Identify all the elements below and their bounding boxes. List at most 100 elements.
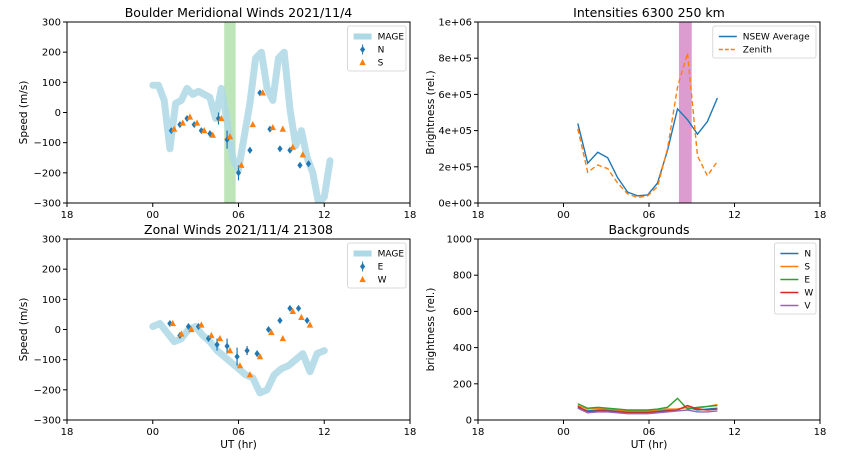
data-point	[185, 322, 192, 330]
chart-4: 18 00 06 12 1802004006008001000Backgroundsbr…	[425, 222, 826, 451]
data-point	[277, 145, 283, 153]
data-point	[193, 119, 201, 126]
x-tick-label: 00	[146, 210, 159, 221]
legend-n-label: N	[804, 250, 811, 260]
series-v-line	[577, 407, 718, 415]
legend-w-label: W	[378, 276, 387, 286]
plot-frame	[477, 238, 821, 421]
data-point	[249, 120, 256, 128]
data-point	[265, 326, 272, 333]
data-point	[218, 114, 225, 122]
x-tick-label: 12	[728, 427, 741, 438]
legend-zenith-label: Zenith	[743, 46, 772, 56]
y-tick-label: 300	[42, 18, 61, 29]
data-point	[209, 131, 216, 138]
data-point	[226, 133, 234, 140]
y-tick-label: 4e+05	[438, 126, 472, 137]
y-tick-label: 2e+05	[438, 162, 472, 173]
data-point	[297, 161, 303, 169]
data-point	[254, 350, 260, 358]
data-point	[179, 119, 186, 126]
legend-box	[774, 242, 817, 315]
series-zenith-line	[577, 52, 718, 199]
data-point	[208, 331, 215, 339]
data-point	[289, 307, 297, 314]
chart-2: 18 00 06 12 180e+002e+054e+056e+058e+051e+06…	[425, 5, 826, 221]
y-axis-label: Speed (m/s)	[18, 298, 30, 362]
y-tick-label: 0	[55, 108, 61, 119]
y-tick-label: 600	[453, 307, 472, 318]
plot-area	[577, 397, 718, 415]
chart-1: 18 00 06 12 18−300−200−1000100200300Boulder …	[18, 5, 416, 221]
y-axis-label: Brightness (rel.)	[425, 70, 437, 154]
legend-w-label: W	[804, 289, 813, 299]
data-point	[178, 330, 185, 337]
data-point	[201, 127, 208, 134]
y-tick-label: −100	[34, 138, 61, 149]
data-point	[244, 347, 250, 355]
shaded-span	[678, 22, 692, 203]
data-point	[256, 353, 264, 360]
data-point	[259, 89, 266, 96]
x-axis-label: UT (hr)	[631, 439, 668, 451]
data-point	[304, 316, 310, 324]
y-tick-label: −300	[34, 199, 61, 210]
data-point	[188, 325, 195, 333]
x-tick-label: 18	[472, 427, 485, 438]
legend: NSEW Average Zenith	[712, 25, 817, 59]
y-tick-label: 200	[42, 265, 61, 276]
x-tick-label: 12	[728, 210, 741, 221]
y-tick-label: −100	[34, 355, 61, 366]
data-point	[234, 353, 240, 361]
series-w-line	[577, 404, 718, 414]
y-tick-label: 200	[42, 48, 61, 59]
y-tick-label: 8e+05	[438, 54, 472, 65]
x-tick-label: 18	[404, 427, 417, 438]
series-mage-band	[149, 48, 334, 203]
chart-title: Zonal Winds 2021/11/4 21308	[144, 222, 333, 237]
legend-mage-label: MAGE	[378, 33, 405, 43]
legend-s-label: S	[378, 59, 384, 69]
y-axis-label: Speed (m/s)	[18, 81, 30, 145]
y-tick-label: 200	[453, 379, 472, 390]
x-tick-label: 06	[232, 427, 245, 438]
series-mage-band	[149, 320, 328, 397]
data-point	[226, 347, 234, 354]
data-point	[268, 328, 275, 336]
y-tick-label: 300	[42, 235, 61, 246]
data-point	[279, 125, 287, 132]
data-point	[246, 371, 254, 378]
legend-e-label: E	[804, 276, 810, 286]
legend-e-label: E	[378, 263, 384, 273]
data-point	[169, 319, 176, 327]
y-tick-label: 0	[55, 325, 61, 336]
chart-title: Backgrounds	[608, 222, 689, 237]
data-point	[216, 334, 224, 342]
y-tick-label: 0	[466, 416, 472, 427]
legend-v-label: V	[804, 302, 811, 312]
series-n-line	[577, 406, 718, 413]
plot-area	[149, 304, 328, 397]
x-tick-label: 00	[557, 427, 570, 438]
legend-s-label: S	[804, 263, 810, 273]
data-point	[289, 143, 297, 150]
x-tick-label: 18	[61, 210, 74, 221]
x-tick-label: 18	[404, 210, 417, 221]
y-tick-label: −300	[34, 416, 61, 427]
x-tick-label: 18	[814, 210, 827, 221]
legend: MAGE EW	[347, 242, 407, 289]
x-tick-label: 00	[557, 210, 570, 221]
legend-mage-label: MAGE	[378, 250, 405, 260]
chart-title: Intensities 6300 250 km	[573, 5, 725, 20]
x-tick-label: 12	[318, 210, 331, 221]
x-tick-label: 00	[146, 427, 159, 438]
legend-e-handle	[360, 263, 366, 270]
data-point	[198, 321, 205, 328]
y-tick-label: 1e+06	[438, 18, 472, 29]
plot-area	[149, 22, 334, 203]
data-point	[299, 151, 307, 158]
data-point	[279, 334, 287, 342]
shaded-span	[224, 22, 236, 203]
y-tick-label: −200	[34, 385, 61, 396]
